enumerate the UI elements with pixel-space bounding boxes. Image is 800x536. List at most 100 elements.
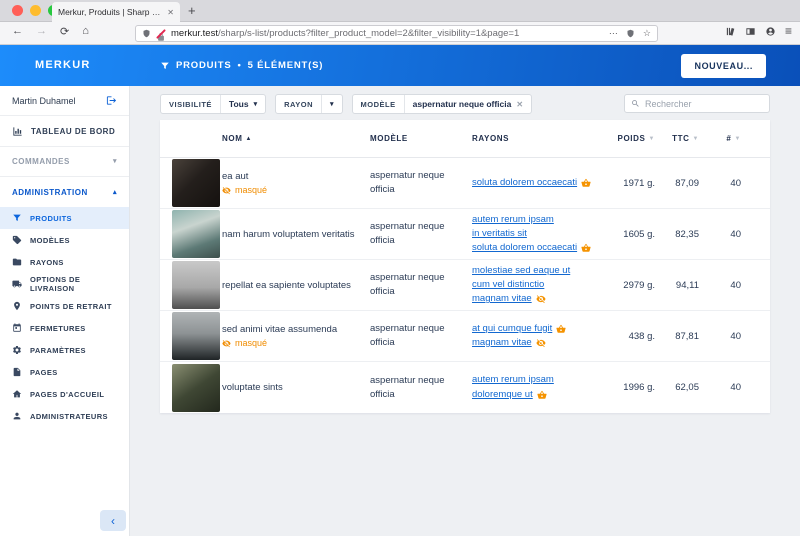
rayon-link[interactable]: magnam vitae: [472, 293, 532, 305]
reload-button[interactable]: ⟳: [60, 26, 70, 38]
sidebar-item-label: ADMINISTRATEURS: [30, 411, 108, 421]
new-tab-button[interactable]: +: [188, 3, 196, 18]
rayon-link[interactable]: soluta dolorem occaecati: [472, 176, 578, 188]
person-icon: [12, 411, 22, 421]
table-row[interactable]: repellat ea sapiente voluptates aspernat…: [160, 260, 770, 311]
table-row[interactable]: nam harum voluptatem veritatis aspernatu…: [160, 209, 770, 260]
sidebar-item-pages[interactable]: PAGES: [0, 361, 129, 383]
browser-toolbar: ← → ⟳ ⌂ merkur.test/sharp/s-list/product…: [0, 22, 800, 45]
forward-button[interactable]: →: [36, 25, 47, 37]
rayon-link[interactable]: autem rerum ipsam: [472, 374, 554, 386]
table-row[interactable]: voluptate sints aspernatur neque officia…: [160, 362, 770, 413]
bookmark-star-icon[interactable]: ☆: [642, 28, 651, 38]
sidebar-item-label: PARAMÈTRES: [30, 345, 86, 355]
element-count: 5 ÉLÉMENT(S): [247, 60, 324, 71]
new-button[interactable]: NOUVEAU...: [681, 54, 766, 78]
folder-icon: [12, 257, 22, 267]
section-label: COMMANDES: [12, 157, 70, 166]
sidebar-item-administrateurs[interactable]: ADMINISTRATEURS: [0, 405, 129, 427]
sidebar-item-label: PAGES D'ACCUEIL: [30, 389, 105, 399]
home-button[interactable]: ⌂: [82, 25, 89, 37]
filter-visibility[interactable]: VISIBILITÉ Tous ▾: [160, 94, 267, 114]
search-input[interactable]: [645, 98, 763, 109]
page-actions-icon[interactable]: ⋯: [608, 28, 618, 38]
filter-modele[interactable]: MODÈLE aspernatur neque officia ✕: [351, 94, 533, 114]
sidebar-item-modeles[interactable]: MODÈLES: [0, 229, 129, 251]
sidebar-item-dashboard[interactable]: TABLEAU DE BORD: [0, 116, 129, 147]
brand-logo: MERKUR: [35, 59, 91, 71]
product-price-ttc: 62,05: [675, 382, 699, 393]
sidebar-item-label: PAGES: [30, 367, 58, 377]
sidebar-section-administration[interactable]: ADMINISTRATION ▴: [0, 177, 129, 207]
basket-icon: [556, 324, 566, 334]
browser-tab[interactable]: Merkur, Produits | Sharp 6.0.0-beta ✕: [52, 2, 180, 22]
tracking-shield-icon[interactable]: [142, 29, 151, 38]
filter-rayon[interactable]: RAYON ▾: [275, 94, 343, 114]
url-bar[interactable]: merkur.test/sharp/s-list/products?filter…: [135, 25, 658, 42]
logout-icon[interactable]: [106, 95, 117, 106]
products-table: NOM ▲ MODÈLE RAYONS POIDS ▼ TTC ▼ # ▼ ea…: [160, 120, 770, 413]
close-window-button[interactable]: [12, 5, 23, 16]
url-text[interactable]: merkur.test/sharp/s-list/products?filter…: [171, 28, 604, 39]
sidebar-item-options-de-livraison[interactable]: OPTIONS DE LIVRAISON: [0, 273, 129, 295]
sidebar-item-points-de-retrait[interactable]: POINTS DE RETRAIT: [0, 295, 129, 317]
column-header-ttc[interactable]: TTC ▼: [672, 134, 699, 143]
filter-value: Tous: [228, 99, 249, 109]
search-box[interactable]: [624, 94, 770, 113]
rayon-link[interactable]: autem rerum ipsam: [472, 213, 554, 225]
sidebar-item-produits[interactable]: PRODUITS: [0, 207, 129, 229]
masked-badge: masqué: [222, 185, 360, 195]
product-stock: 40: [730, 382, 741, 393]
filter-value: aspernatur neque officia: [412, 99, 512, 109]
rayon-link[interactable]: molestiae sed eaque ut: [472, 264, 571, 276]
sidebar-item-rayons[interactable]: RAYONS: [0, 251, 129, 273]
rayon-link[interactable]: magnam vitae: [472, 337, 532, 348]
sidebar-item-fermetures[interactable]: FERMETURES: [0, 317, 129, 339]
basket-icon: [581, 178, 591, 188]
sidebar-collapse-button[interactable]: ‹: [100, 510, 126, 531]
rayon-link[interactable]: at qui cumque fugit: [472, 322, 553, 334]
rayon-link[interactable]: cum vel distinctio: [472, 278, 545, 290]
back-button[interactable]: ←: [12, 25, 23, 37]
remove-filter-icon[interactable]: ✕: [516, 99, 524, 109]
product-price-ttc: 87,81: [675, 330, 699, 342]
rayon-link[interactable]: in veritatis sit: [472, 227, 527, 239]
sort-asc-icon: ▲: [245, 135, 253, 142]
sidebar-section-commandes[interactable]: COMMANDES ▾: [0, 147, 129, 177]
sidebar-toggle-icon[interactable]: [745, 26, 756, 37]
sidebar-item-label: PRODUITS: [30, 213, 72, 223]
search-icon: [631, 99, 640, 108]
column-header-nom[interactable]: NOM ▲: [222, 134, 253, 143]
file-icon: [12, 367, 22, 377]
filter-funnel-icon: [160, 61, 170, 71]
sidebar-item-parametres[interactable]: PARAMÈTRES: [0, 339, 129, 361]
product-model: aspernatur neque officia: [370, 221, 445, 246]
sidebar-item-label: POINTS DE RETRAIT: [30, 301, 112, 311]
sidebar: Martin Duhamel TABLEAU DE BORD COMMANDES…: [0, 86, 130, 536]
table-row[interactable]: ea aut masqué aspernatur neque officia s…: [160, 158, 770, 209]
sidebar-item-pages-daccueil[interactable]: PAGES D'ACCUEIL: [0, 383, 129, 405]
table-header-row: NOM ▲ MODÈLE RAYONS POIDS ▼ TTC ▼ # ▼: [160, 120, 770, 158]
chevron-down-icon: ▾: [112, 158, 117, 165]
rayon-link[interactable]: doloremque ut: [472, 388, 533, 400]
product-price-ttc: 94,11: [675, 279, 699, 291]
title-separator: •: [237, 60, 242, 71]
table-row[interactable]: sed animi vitae assumenda masqué asperna…: [160, 311, 770, 362]
rayon-link[interactable]: soluta dolorem occaecati: [472, 242, 578, 254]
user-name: Martin Duhamel: [12, 95, 76, 106]
tab-close-icon[interactable]: ✕: [167, 7, 174, 17]
column-header-stock[interactable]: # ▼: [726, 134, 741, 143]
library-icon[interactable]: [725, 26, 736, 37]
minimize-window-button[interactable]: [30, 5, 41, 16]
menu-icon[interactable]: ≡: [784, 24, 792, 38]
basket-icon: [537, 390, 547, 400]
sort-icon: ▼: [692, 135, 699, 142]
insecure-lock-icon[interactable]: [156, 29, 166, 39]
url-domain: merkur.test: [171, 28, 218, 39]
eye-off-icon: [222, 339, 231, 348]
column-header-poids[interactable]: POIDS ▼: [617, 134, 655, 143]
filter-label: RAYON: [276, 95, 323, 113]
section-label: ADMINISTRATION: [12, 187, 88, 197]
pocket-shield-icon[interactable]: [626, 29, 635, 38]
account-icon[interactable]: [765, 26, 776, 37]
